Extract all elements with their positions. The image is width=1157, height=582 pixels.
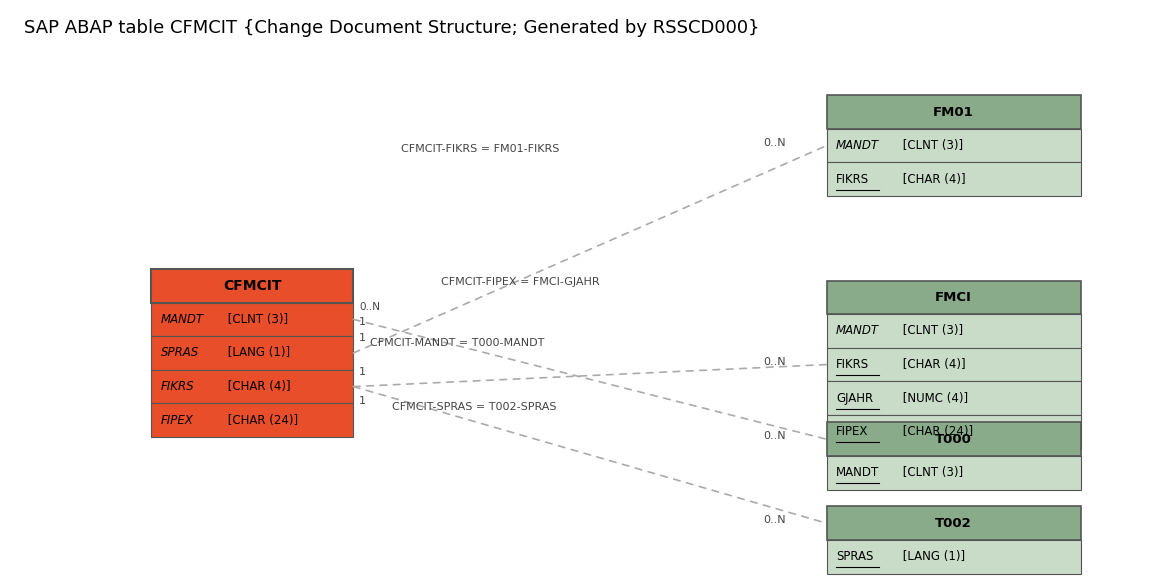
Text: [CHAR (24)]: [CHAR (24)] (899, 425, 973, 438)
Text: [LANG (1)]: [LANG (1)] (899, 551, 965, 563)
FancyBboxPatch shape (826, 423, 1081, 456)
FancyBboxPatch shape (826, 456, 1081, 489)
FancyBboxPatch shape (826, 381, 1081, 415)
FancyBboxPatch shape (826, 348, 1081, 381)
Text: CFMCIT-MANDT = T000-MANDT: CFMCIT-MANDT = T000-MANDT (370, 338, 545, 348)
Text: [CHAR (24)]: [CHAR (24)] (224, 414, 299, 427)
FancyBboxPatch shape (826, 281, 1081, 314)
Text: 0..N: 0..N (359, 301, 381, 311)
Text: FIKRS: FIKRS (835, 173, 869, 186)
Text: MANDT: MANDT (161, 313, 204, 326)
Text: [CHAR (4)]: [CHAR (4)] (899, 358, 966, 371)
FancyBboxPatch shape (152, 403, 353, 437)
Text: GJAHR: GJAHR (835, 392, 874, 404)
Text: FM01: FM01 (934, 105, 974, 119)
Text: MANDT: MANDT (835, 466, 879, 480)
Text: FIPEX: FIPEX (161, 414, 193, 427)
FancyBboxPatch shape (826, 506, 1081, 540)
Text: SPRAS: SPRAS (835, 551, 874, 563)
Text: MANDT: MANDT (835, 139, 879, 152)
Text: [CLNT (3)]: [CLNT (3)] (899, 325, 964, 338)
Text: CFMCIT-FIKRS = FM01-FIKRS: CFMCIT-FIKRS = FM01-FIKRS (401, 144, 560, 154)
FancyBboxPatch shape (152, 303, 353, 336)
Text: CFMCIT-SPRAS = T002-SPRAS: CFMCIT-SPRAS = T002-SPRAS (392, 402, 557, 412)
Text: 0..N: 0..N (764, 357, 786, 367)
Text: CFMCIT: CFMCIT (223, 279, 281, 293)
FancyBboxPatch shape (826, 540, 1081, 574)
Text: SAP ABAP table CFMCIT {Change Document Structure; Generated by RSSCD000}: SAP ABAP table CFMCIT {Change Document S… (24, 19, 760, 37)
Text: 1: 1 (359, 367, 367, 377)
Text: [CLNT (3)]: [CLNT (3)] (899, 466, 964, 480)
Text: CFMCIT-FIPEX = FMCI-GJAHR: CFMCIT-FIPEX = FMCI-GJAHR (442, 277, 600, 288)
Text: [CHAR (4)]: [CHAR (4)] (899, 173, 966, 186)
Text: T002: T002 (935, 517, 972, 530)
Text: 0..N: 0..N (764, 138, 786, 148)
FancyBboxPatch shape (826, 129, 1081, 162)
FancyBboxPatch shape (152, 370, 353, 403)
FancyBboxPatch shape (152, 269, 353, 303)
Text: SPRAS: SPRAS (161, 346, 199, 360)
Text: FIKRS: FIKRS (835, 358, 869, 371)
Text: 0..N: 0..N (764, 431, 786, 441)
Text: 1: 1 (359, 396, 367, 406)
Text: [CLNT (3)]: [CLNT (3)] (899, 139, 964, 152)
Text: 0..N: 0..N (764, 516, 786, 526)
Text: MANDT: MANDT (835, 325, 879, 338)
Text: 1: 1 (359, 333, 367, 343)
FancyBboxPatch shape (826, 162, 1081, 196)
Text: [CLNT (3)]: [CLNT (3)] (224, 313, 288, 326)
Text: FIPEX: FIPEX (835, 425, 868, 438)
FancyBboxPatch shape (826, 415, 1081, 449)
FancyBboxPatch shape (826, 314, 1081, 348)
Text: [CHAR (4)]: [CHAR (4)] (224, 380, 290, 393)
FancyBboxPatch shape (826, 95, 1081, 129)
Text: [LANG (1)]: [LANG (1)] (224, 346, 290, 360)
Text: T000: T000 (935, 433, 972, 446)
Text: 1: 1 (359, 317, 367, 327)
Text: FIKRS: FIKRS (161, 380, 194, 393)
Text: [NUMC (4)]: [NUMC (4)] (899, 392, 968, 404)
FancyBboxPatch shape (152, 336, 353, 370)
Text: FMCI: FMCI (935, 291, 972, 304)
